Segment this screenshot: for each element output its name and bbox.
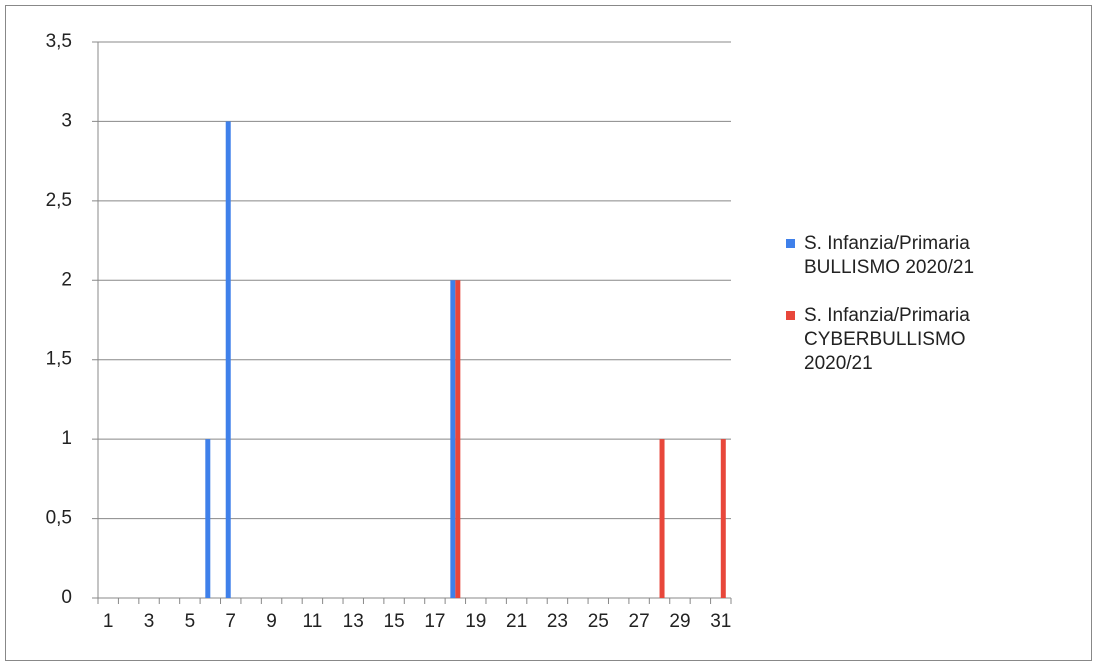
x-tick-label: 17 (424, 611, 445, 632)
x-tick-label: 3 (144, 611, 155, 632)
y-tick-label: 1 (61, 428, 72, 449)
x-tick-label: 13 (343, 611, 364, 632)
legend-item: S. Infanzia/Primaria BULLISMO 2020/21 (786, 232, 1006, 280)
legend: S. Infanzia/Primaria BULLISMO 2020/21 S. … (786, 232, 1006, 400)
x-tick-label: 29 (669, 611, 690, 632)
x-tick-label: 9 (266, 611, 277, 632)
bar (455, 280, 461, 598)
y-tick-label: 2 (61, 269, 72, 290)
x-tick-label: 21 (506, 611, 527, 632)
y-tick-label: 0,5 (46, 508, 72, 529)
x-tick-label: 5 (185, 611, 196, 632)
legend-swatch (786, 239, 795, 248)
x-tick-label: 31 (710, 611, 731, 632)
y-tick-label: 2,5 (46, 190, 72, 211)
bar (659, 439, 665, 598)
y-tick-label: 0 (61, 587, 72, 608)
legend-label: S. Infanzia/Primaria CYBERBULLISMO 2020/… (804, 305, 970, 374)
bar (450, 280, 456, 598)
x-tick-label: 23 (547, 611, 568, 632)
x-tick-label: 7 (225, 611, 236, 632)
y-tick-label: 3 (61, 110, 72, 131)
y-tick-label: 3,5 (46, 31, 72, 52)
legend-item: S. Infanzia/Primaria CYBERBULLISMO 2020/… (786, 304, 1006, 376)
x-tick-label: 1 (103, 611, 114, 632)
x-tick-label: 19 (465, 611, 486, 632)
bar (205, 439, 211, 598)
x-tick-label: 27 (629, 611, 650, 632)
chart-border (5, 5, 1092, 661)
x-tick-label: 25 (588, 611, 609, 632)
x-tick-label: 11 (303, 611, 323, 632)
y-tick-label: 1,5 (46, 349, 72, 370)
legend-swatch (786, 311, 795, 320)
x-tick-label: 15 (384, 611, 405, 632)
bar (225, 121, 231, 598)
legend-label: S. Infanzia/Primaria BULLISMO 2020/21 (804, 233, 975, 278)
bar (720, 439, 726, 598)
